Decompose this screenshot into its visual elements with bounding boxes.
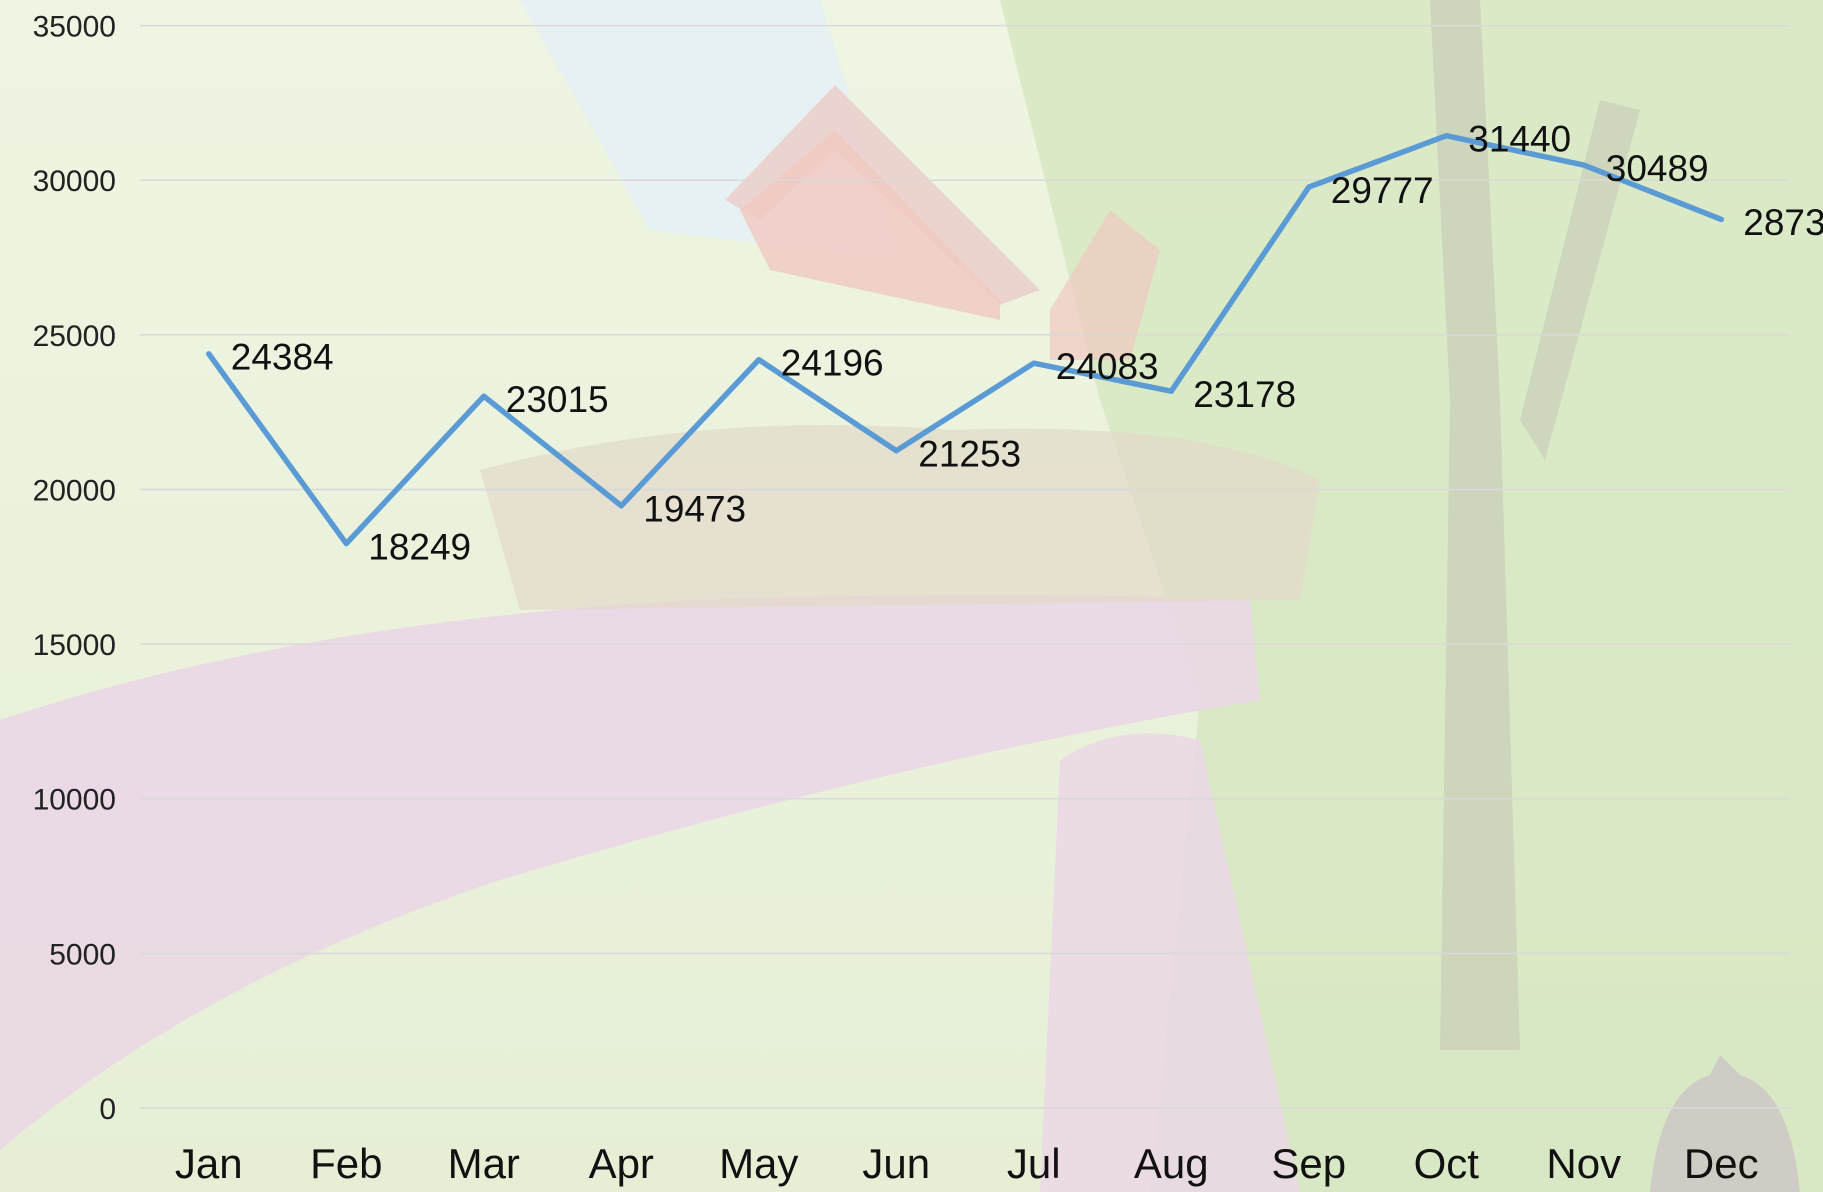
x-tick-label: Apr [589,1140,654,1187]
y-tick-label: 0 [99,1093,116,1126]
data-label: 23178 [1193,374,1296,415]
x-tick-label: Aug [1134,1140,1209,1187]
x-tick-label: Mar [448,1140,520,1187]
data-label: 23015 [506,379,609,420]
y-tick-label: 25000 [33,320,116,353]
y-tick-label: 15000 [33,629,116,662]
x-tick-label: Dec [1684,1140,1759,1187]
data-label: 29777 [1331,170,1434,211]
data-label: 28733 [1743,202,1823,243]
data-label: 24196 [781,343,884,384]
y-tick-label: 5000 [49,938,116,971]
y-tick-label: 20000 [33,474,116,507]
data-label: 19473 [643,489,746,530]
x-tick-label: Jan [175,1140,243,1187]
x-tick-label: Feb [310,1140,382,1187]
data-line [206,132,1725,547]
data-label: 21253 [918,434,1021,475]
data-label: 24083 [1056,346,1159,387]
data-label: 31440 [1468,118,1571,159]
x-tick-label: Oct [1414,1140,1480,1187]
y-tick-label: 10000 [33,784,116,817]
x-tick-label: May [719,1140,798,1187]
y-tick-label: 35000 [33,11,116,44]
x-tick-label: Jul [1007,1140,1061,1187]
y-tick-label: 30000 [33,165,116,198]
x-tick-label: Jun [862,1140,930,1187]
data-label: 30489 [1606,148,1709,189]
data-label: 24384 [231,337,334,378]
plot-area: 24384 18249 23015 19473 24196 21253 24083 23178… [206,118,1823,567]
x-tick-label: Nov [1546,1140,1621,1187]
x-tick-label: Sep [1271,1140,1346,1187]
axes: 0 5000 10000 15000 20000 25000 30000 35000 Jan Fe… [33,11,1790,1187]
data-label: 18249 [368,526,471,567]
